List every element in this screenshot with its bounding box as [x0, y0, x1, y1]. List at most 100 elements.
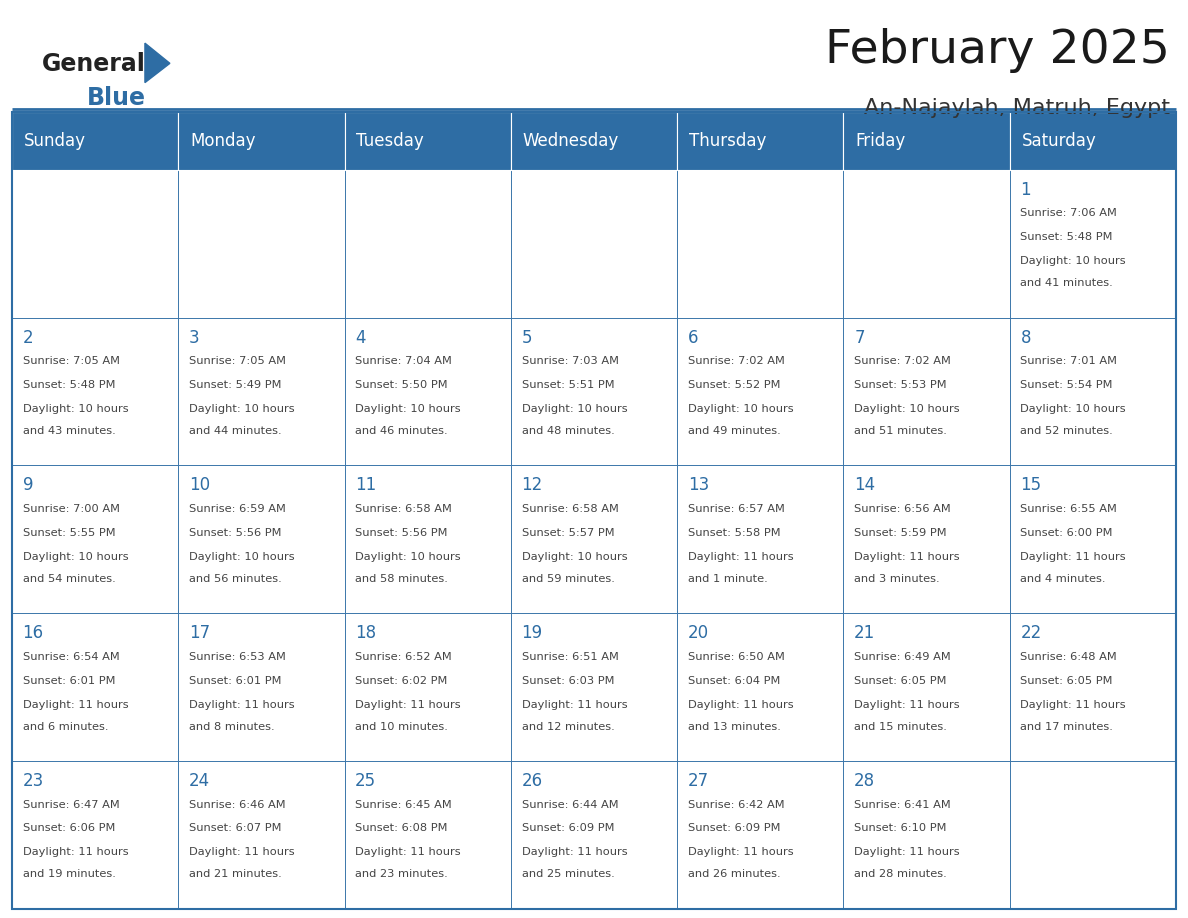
Text: and 13 minutes.: and 13 minutes. [688, 722, 781, 732]
Text: 1: 1 [1020, 181, 1031, 199]
Bar [178, 318, 345, 465]
Bar [1010, 112, 1176, 170]
Text: and 1 minute.: and 1 minute. [688, 574, 767, 584]
Text: Sunrise: 6:54 AM: Sunrise: 6:54 AM [23, 652, 119, 662]
Bar [345, 170, 511, 318]
Text: Sunset: 6:01 PM: Sunset: 6:01 PM [189, 676, 282, 686]
Text: and 46 minutes.: and 46 minutes. [355, 426, 448, 436]
Bar [677, 761, 843, 909]
Bar [843, 761, 1010, 909]
Text: 14: 14 [854, 476, 876, 495]
Bar [345, 465, 511, 613]
Bar [178, 613, 345, 761]
Bar [677, 170, 843, 318]
Text: and 23 minutes.: and 23 minutes. [355, 869, 448, 879]
Text: 7: 7 [854, 329, 865, 347]
Text: Daylight: 10 hours: Daylight: 10 hours [1020, 404, 1126, 414]
Text: and 48 minutes.: and 48 minutes. [522, 426, 614, 436]
Bar [12, 613, 178, 761]
Bar [843, 465, 1010, 613]
Text: 24: 24 [189, 772, 210, 790]
Text: 21: 21 [854, 624, 876, 643]
Text: Sunset: 5:57 PM: Sunset: 5:57 PM [522, 528, 614, 538]
Text: Sunset: 6:09 PM: Sunset: 6:09 PM [522, 823, 614, 834]
Text: and 19 minutes.: and 19 minutes. [23, 869, 115, 879]
Text: and 10 minutes.: and 10 minutes. [355, 722, 448, 732]
Bar [1010, 761, 1176, 909]
Text: Thursday: Thursday [689, 132, 766, 150]
Text: and 3 minutes.: and 3 minutes. [854, 574, 940, 584]
Text: 10: 10 [189, 476, 210, 495]
Text: Sunset: 5:52 PM: Sunset: 5:52 PM [688, 380, 781, 390]
Text: Sunset: 5:59 PM: Sunset: 5:59 PM [854, 528, 947, 538]
Bar [677, 613, 843, 761]
Text: Sunrise: 7:02 AM: Sunrise: 7:02 AM [854, 356, 952, 366]
Text: Daylight: 10 hours: Daylight: 10 hours [1020, 256, 1126, 266]
Text: 2: 2 [23, 329, 33, 347]
Text: General: General [42, 52, 145, 76]
Text: Daylight: 10 hours: Daylight: 10 hours [23, 552, 128, 562]
Text: and 28 minutes.: and 28 minutes. [854, 869, 947, 879]
Text: Wednesday: Wednesday [523, 132, 619, 150]
Text: and 59 minutes.: and 59 minutes. [522, 574, 614, 584]
Bar [345, 318, 511, 465]
Text: Sunrise: 6:48 AM: Sunrise: 6:48 AM [1020, 652, 1117, 662]
Bar [843, 112, 1010, 170]
Text: 19: 19 [522, 624, 543, 643]
Bar [12, 112, 178, 170]
Text: Sunset: 5:50 PM: Sunset: 5:50 PM [355, 380, 448, 390]
Text: 16: 16 [23, 624, 44, 643]
Text: Sunset: 6:06 PM: Sunset: 6:06 PM [23, 823, 115, 834]
Text: Daylight: 10 hours: Daylight: 10 hours [688, 404, 794, 414]
Text: An-Najaylah, Matruh, Egypt: An-Najaylah, Matruh, Egypt [864, 98, 1170, 118]
Text: and 49 minutes.: and 49 minutes. [688, 426, 781, 436]
Bar [511, 761, 677, 909]
Text: Tuesday: Tuesday [356, 132, 424, 150]
Text: 26: 26 [522, 772, 543, 790]
Text: and 54 minutes.: and 54 minutes. [23, 574, 115, 584]
Text: Blue: Blue [87, 86, 146, 110]
Text: Sunset: 5:58 PM: Sunset: 5:58 PM [688, 528, 781, 538]
Text: Sunset: 6:03 PM: Sunset: 6:03 PM [522, 676, 614, 686]
Text: Sunrise: 6:50 AM: Sunrise: 6:50 AM [688, 652, 785, 662]
Text: and 15 minutes.: and 15 minutes. [854, 722, 947, 732]
Text: and 26 minutes.: and 26 minutes. [688, 869, 781, 879]
Text: Monday: Monday [190, 132, 255, 150]
Text: Daylight: 11 hours: Daylight: 11 hours [1020, 700, 1126, 710]
Text: Sunrise: 6:49 AM: Sunrise: 6:49 AM [854, 652, 950, 662]
Text: Sunrise: 6:52 AM: Sunrise: 6:52 AM [355, 652, 451, 662]
Text: and 44 minutes.: and 44 minutes. [189, 426, 282, 436]
Text: Daylight: 11 hours: Daylight: 11 hours [1020, 552, 1126, 562]
Text: Daylight: 10 hours: Daylight: 10 hours [189, 404, 295, 414]
Text: Daylight: 11 hours: Daylight: 11 hours [688, 847, 794, 857]
Bar [345, 112, 511, 170]
Bar [178, 465, 345, 613]
Text: Daylight: 11 hours: Daylight: 11 hours [854, 552, 960, 562]
Text: Sunrise: 7:01 AM: Sunrise: 7:01 AM [1020, 356, 1118, 366]
Text: Daylight: 11 hours: Daylight: 11 hours [688, 700, 794, 710]
Text: Sunrise: 7:00 AM: Sunrise: 7:00 AM [23, 504, 120, 514]
Text: and 58 minutes.: and 58 minutes. [355, 574, 448, 584]
Text: 13: 13 [688, 476, 709, 495]
Text: Daylight: 10 hours: Daylight: 10 hours [23, 404, 128, 414]
Text: Sunset: 5:48 PM: Sunset: 5:48 PM [1020, 232, 1113, 242]
Text: and 51 minutes.: and 51 minutes. [854, 426, 947, 436]
Text: Sunrise: 6:58 AM: Sunrise: 6:58 AM [355, 504, 453, 514]
Text: Sunset: 6:04 PM: Sunset: 6:04 PM [688, 676, 781, 686]
Text: 20: 20 [688, 624, 709, 643]
Text: Sunset: 6:02 PM: Sunset: 6:02 PM [355, 676, 448, 686]
Text: 25: 25 [355, 772, 377, 790]
Text: and 43 minutes.: and 43 minutes. [23, 426, 115, 436]
Text: Sunrise: 6:41 AM: Sunrise: 6:41 AM [854, 800, 950, 810]
Text: Daylight: 10 hours: Daylight: 10 hours [522, 404, 627, 414]
Text: Sunset: 5:53 PM: Sunset: 5:53 PM [854, 380, 947, 390]
Text: Sunset: 5:48 PM: Sunset: 5:48 PM [23, 380, 115, 390]
Bar [1010, 170, 1176, 318]
Text: 17: 17 [189, 624, 210, 643]
Text: Sunrise: 6:42 AM: Sunrise: 6:42 AM [688, 800, 784, 810]
Bar [843, 613, 1010, 761]
Text: Sunset: 6:09 PM: Sunset: 6:09 PM [688, 823, 781, 834]
Bar [12, 170, 178, 318]
Text: Daylight: 11 hours: Daylight: 11 hours [23, 847, 128, 857]
Text: Sunset: 6:08 PM: Sunset: 6:08 PM [355, 823, 448, 834]
